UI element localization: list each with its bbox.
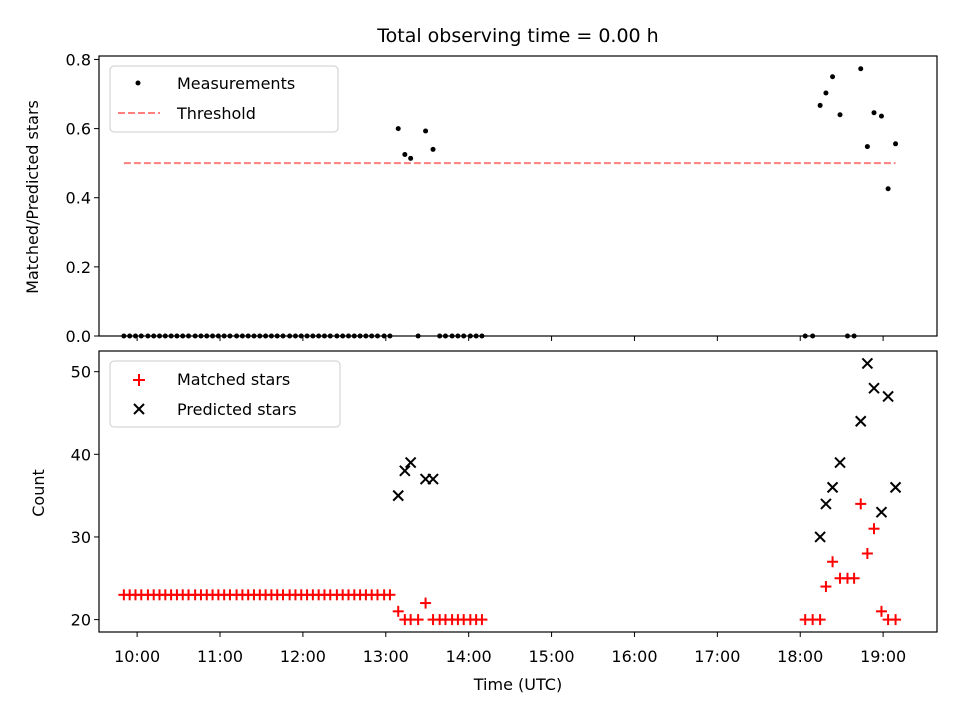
matched-stars-point [827, 556, 839, 568]
predicted-stars-point [861, 357, 874, 370]
x-axis-label: Time (UTC) [473, 675, 562, 694]
predicted-stars-point [855, 415, 867, 427]
x-tick-label: 12:00 [280, 647, 326, 666]
legend-matched-marker [133, 374, 145, 386]
matched-stars-point [861, 547, 873, 559]
predicted-stars-point [820, 498, 832, 510]
predicted-stars-point [814, 531, 826, 543]
matched-stars-point [875, 605, 887, 617]
ratio-y-axis-label: Matched/Predicted stars [23, 100, 42, 294]
x-tick-label: 15:00 [529, 647, 575, 666]
count-y-axis-label: Count [29, 469, 48, 517]
predicted-stars-point [427, 473, 439, 485]
matched-stars-point [855, 498, 867, 510]
matched-stars-point [412, 614, 424, 626]
x-tick-label: 14:00 [446, 647, 492, 666]
matched-stars-point [476, 614, 488, 626]
measurements-point [837, 112, 843, 118]
y-tick-label: 0.6 [66, 120, 91, 139]
legend-matched-label: Matched stars [177, 370, 290, 389]
predicted-stars-point [399, 465, 411, 477]
count-panel: Count 20 30 40 50 10:00 11:00 12:00 13:00 14:00… [29, 350, 938, 694]
matched-stars-point [820, 581, 832, 593]
x-tick-label: 10:00 [114, 647, 160, 666]
predicted-stars-point [882, 390, 894, 403]
legend-measurements-label: Measurements [177, 74, 295, 93]
x-tick-label: 18:00 [777, 647, 823, 666]
predicted-stars-point [404, 456, 417, 469]
measurements-point [864, 144, 870, 150]
legend-measurements-marker [135, 80, 141, 86]
count-plot-frame [98, 350, 938, 633]
measurements-point [885, 186, 891, 192]
measurements-point [402, 152, 408, 158]
measurements-point [858, 66, 864, 72]
measurements-point [823, 90, 829, 96]
x-tick-label: 16:00 [611, 647, 657, 666]
matched-stars-point [384, 589, 396, 601]
measurements-point [408, 155, 414, 161]
ratio-plot-frame [98, 55, 938, 337]
matched-stars-point [392, 605, 404, 617]
y-tick-label: 40 [71, 445, 91, 464]
measurements-point [817, 102, 823, 108]
matched-stars-point [890, 614, 902, 626]
measurements-point [395, 126, 401, 132]
x-tick-label: 17:00 [694, 647, 740, 666]
y-tick-label: 0.8 [66, 50, 91, 69]
legend-predicted-label: Predicted stars [177, 400, 297, 419]
measurements-point [871, 110, 877, 116]
x-tick-label: 19:00 [860, 647, 906, 666]
predicted-stars-point [875, 506, 888, 518]
measurements-point [830, 74, 836, 80]
measurements-point [893, 141, 899, 147]
matched-stars-point [814, 614, 826, 626]
legend-predicted-marker [133, 403, 145, 415]
predicted-stars-point [889, 481, 902, 494]
legend-threshold-label: Threshold [176, 104, 256, 123]
y-tick-label: 20 [71, 611, 91, 630]
y-tick-label: 0.4 [66, 189, 91, 208]
predicted-stars-point [868, 382, 880, 394]
predicted-stars-point [392, 489, 404, 502]
x-tick-label: 13:00 [363, 647, 409, 666]
ratio-panel: Matched/Predicted stars 0.00.20.40.60.8 … [23, 50, 938, 346]
predicted-stars-point [834, 456, 846, 469]
measurements-point [423, 128, 429, 134]
measurements-point [430, 146, 436, 152]
chart-title: Total observing time = 0.00 h [376, 25, 658, 47]
matched-stars-point [420, 597, 432, 609]
y-tick-label: 0.0 [66, 327, 91, 346]
y-tick-label: 50 [71, 363, 91, 382]
y-tick-label: 30 [71, 528, 91, 547]
matched-stars-point [848, 572, 860, 584]
ratio-legend: Measurements Threshold [109, 65, 339, 133]
x-tick-label: 11:00 [197, 647, 243, 666]
matched-stars-point [868, 523, 880, 535]
measurements-point [878, 113, 884, 119]
predicted-stars-point [826, 481, 839, 494]
count-legend: Matched stars Predicted stars [109, 360, 341, 428]
y-tick-label: 0.2 [66, 258, 91, 277]
